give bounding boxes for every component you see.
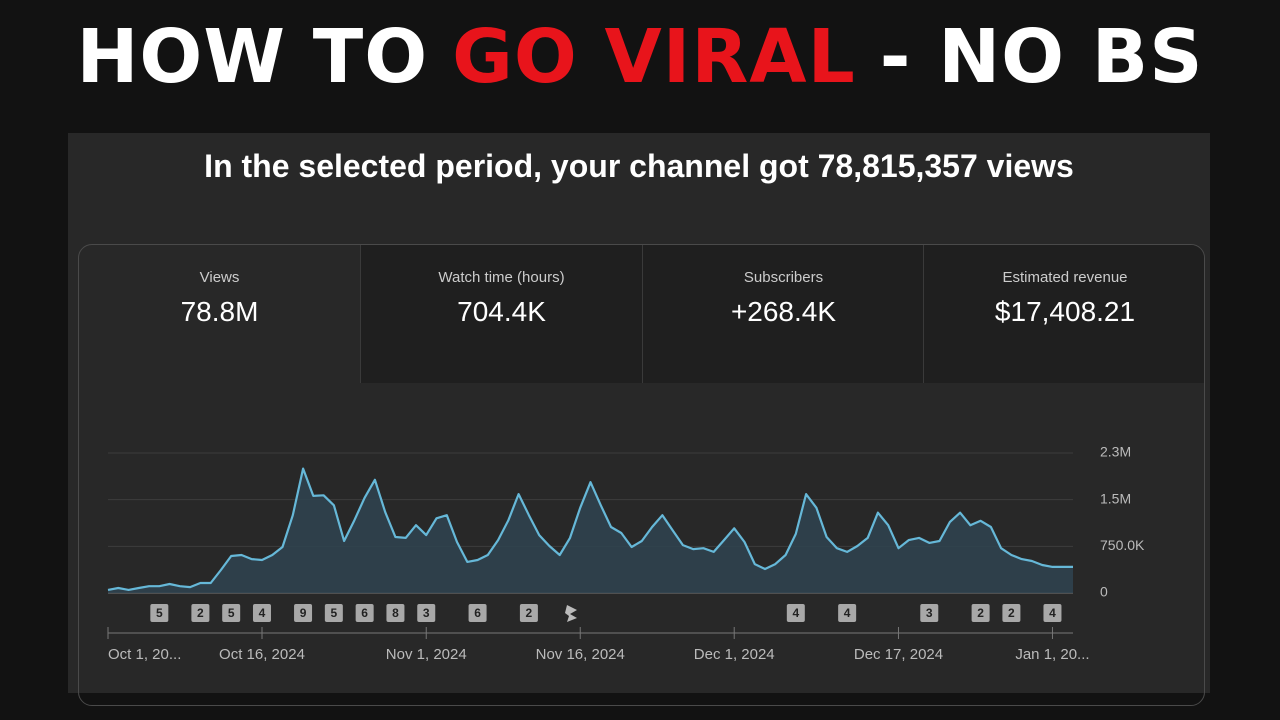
metrics-card: Views 78.8M Watch time (hours) 704.4K Subs…	[78, 244, 1205, 706]
video-marker	[294, 604, 313, 622]
video-marker	[150, 604, 169, 622]
shorts-icon-shape	[565, 605, 577, 622]
video-marker	[838, 604, 857, 622]
metric-label: Estimated revenue	[1002, 269, 1128, 286]
video-marker-label: 2	[197, 606, 204, 620]
area	[108, 468, 1073, 593]
y-tick-label: 2.3M	[1100, 444, 1131, 460]
line	[107, 467, 1073, 591]
video-marker	[191, 604, 210, 622]
x-tick-label: Oct 1, 20...	[108, 646, 181, 663]
video-marker-label: 3	[423, 606, 430, 620]
video-marker-label: 9	[300, 606, 307, 620]
video-marker-label: 5	[331, 606, 338, 620]
video-marker	[324, 604, 343, 622]
headline-part: GO VIRAL	[452, 14, 856, 100]
video-marker	[1043, 604, 1062, 622]
metric-value: 78.8M	[180, 296, 259, 327]
video-marker-label: 6	[361, 606, 368, 620]
video-marker	[971, 604, 990, 622]
video-marker-label: 2	[1008, 606, 1015, 620]
headline-part: - NO BS	[879, 14, 1204, 100]
metric-value: 704.4K	[457, 296, 546, 327]
metric-value: $17,408.21	[994, 296, 1136, 327]
metric-tab[interactable]: Watch time (hours) 704.4K	[360, 245, 642, 383]
video-marker	[386, 604, 405, 622]
video-marker-label: 6	[474, 606, 481, 620]
metric-label: Views	[199, 269, 240, 286]
video-marker-label: 4	[259, 606, 266, 620]
video-marker	[786, 604, 805, 622]
video-marker	[355, 604, 374, 622]
x-tick-label: Dec 17, 2024	[854, 646, 943, 663]
video-marker	[920, 604, 939, 622]
x-tick-label: Nov 1, 2024	[386, 646, 467, 663]
video-marker-label: 4	[792, 606, 799, 620]
metric-tab[interactable]: Subscribers +268.4K	[642, 245, 924, 383]
headline-part: HOW TO	[76, 14, 429, 100]
y-tick-label: 0	[1100, 584, 1108, 600]
video-marker	[417, 604, 436, 622]
video-marker	[252, 604, 271, 622]
video-marker-label: 2	[977, 606, 984, 620]
video-marker-label: 4	[844, 606, 851, 620]
video-marker-label: 5	[156, 606, 163, 620]
video-marker-label: 3	[926, 606, 933, 620]
video-marker-label: 4	[1049, 606, 1056, 620]
metric-tab[interactable]: Views 78.8M	[79, 245, 360, 383]
metric-tab[interactable]: Estimated revenue $17,408.21	[923, 245, 1204, 383]
x-tick-label: Oct 16, 2024	[219, 646, 305, 663]
x-tick-label: Jan 1, 20...	[1015, 646, 1089, 663]
y-tick-label: 750.0K	[1100, 537, 1145, 553]
y-tick-label: 1.5M	[1100, 490, 1131, 506]
metric-label: Subscribers	[743, 269, 824, 286]
video-marker-label: 2	[526, 606, 533, 620]
video-marker-label: 5	[228, 606, 235, 620]
analytics-panel	[68, 133, 1210, 693]
summary: In the selected period, your channel got…	[204, 148, 1074, 184]
x-tick-label: Nov 16, 2024	[536, 646, 625, 663]
video-marker-label: 8	[392, 606, 399, 620]
video-marker	[222, 604, 241, 622]
headline: HOW TO GO VIRAL - NO BS	[0, 14, 1280, 100]
video-marker	[519, 604, 538, 622]
metric-value: +268.4K	[730, 296, 837, 327]
video-marker	[468, 604, 487, 622]
x-tick-label: Dec 1, 2024	[694, 646, 775, 663]
video-marker	[1002, 604, 1021, 622]
shorts-icon	[565, 605, 577, 622]
metric-label: Watch time (hours)	[438, 269, 565, 286]
